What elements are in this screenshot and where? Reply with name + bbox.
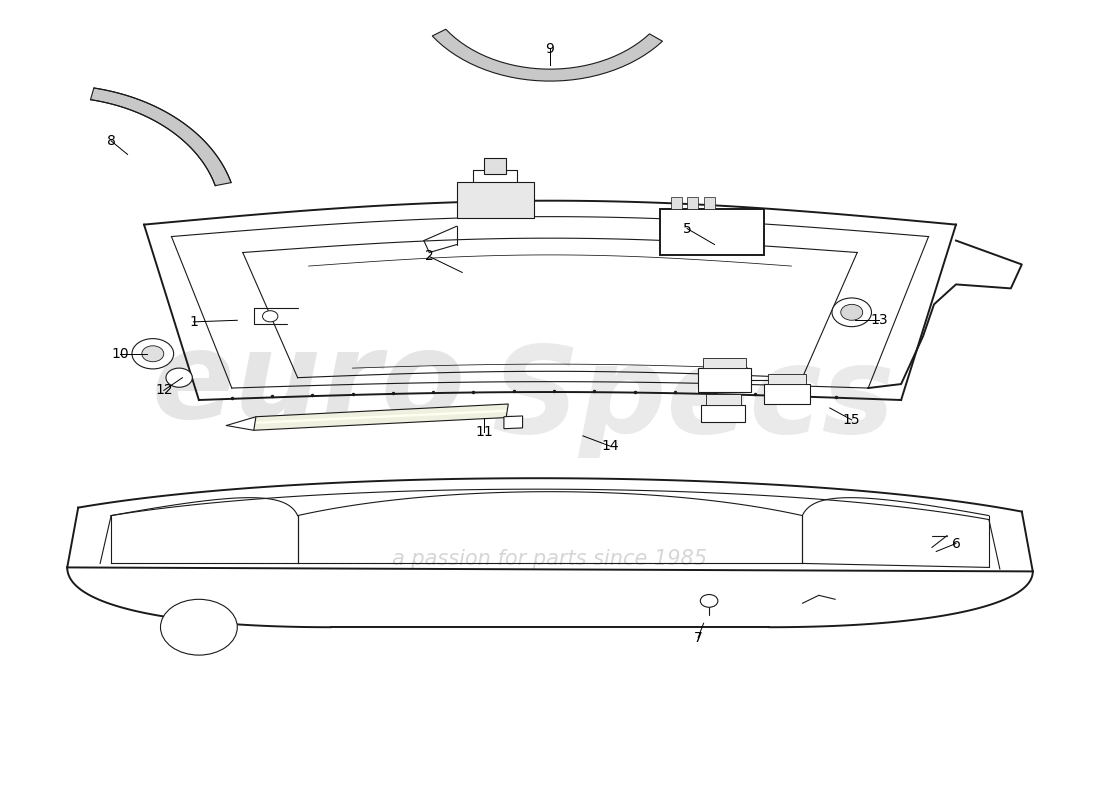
Text: 13: 13 — [870, 314, 888, 327]
Text: 8: 8 — [107, 134, 116, 148]
Polygon shape — [704, 197, 715, 209]
Text: 10: 10 — [111, 346, 129, 361]
Text: 2: 2 — [425, 250, 433, 263]
Text: 5: 5 — [683, 222, 692, 235]
Text: 6: 6 — [952, 537, 960, 550]
Polygon shape — [484, 158, 506, 174]
Circle shape — [161, 599, 238, 655]
Text: 7: 7 — [694, 630, 703, 645]
Polygon shape — [702, 405, 746, 422]
Text: 15: 15 — [843, 413, 860, 427]
Circle shape — [832, 298, 871, 326]
Text: 1: 1 — [189, 315, 198, 329]
Polygon shape — [256, 410, 506, 424]
Polygon shape — [456, 182, 534, 218]
Text: 9: 9 — [546, 42, 554, 56]
Polygon shape — [688, 197, 698, 209]
Circle shape — [840, 304, 862, 320]
Text: a passion for parts since 1985: a passion for parts since 1985 — [393, 550, 707, 570]
Polygon shape — [764, 384, 810, 404]
Polygon shape — [504, 416, 522, 429]
Circle shape — [263, 310, 278, 322]
Text: 12: 12 — [155, 383, 173, 398]
Circle shape — [142, 346, 164, 362]
Polygon shape — [768, 374, 805, 384]
Text: 11: 11 — [475, 425, 493, 439]
Text: Specs: Specs — [491, 342, 894, 458]
Circle shape — [166, 368, 192, 387]
Circle shape — [132, 338, 174, 369]
Polygon shape — [706, 394, 741, 405]
Polygon shape — [90, 88, 231, 186]
Polygon shape — [698, 368, 751, 392]
Polygon shape — [432, 30, 662, 81]
Polygon shape — [671, 197, 682, 209]
Polygon shape — [660, 209, 764, 255]
Polygon shape — [703, 358, 747, 368]
Circle shape — [701, 594, 718, 607]
Text: 14: 14 — [602, 439, 619, 454]
Polygon shape — [254, 404, 508, 430]
Text: euro: euro — [152, 326, 465, 442]
